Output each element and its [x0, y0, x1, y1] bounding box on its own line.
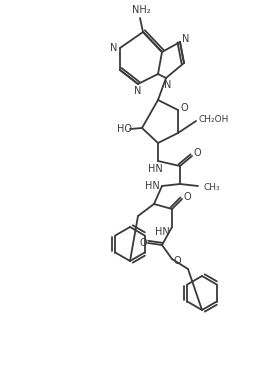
Text: HN: HN	[148, 164, 162, 174]
Text: CH₃: CH₃	[204, 184, 220, 193]
Text: N: N	[182, 34, 190, 44]
Text: N: N	[110, 43, 118, 53]
Text: NH₂: NH₂	[132, 5, 150, 15]
Text: HN: HN	[145, 181, 159, 191]
Text: O: O	[180, 103, 188, 113]
Text: HN: HN	[155, 227, 169, 237]
Text: O: O	[193, 148, 201, 158]
Text: N: N	[164, 80, 172, 90]
Text: HO: HO	[117, 124, 132, 134]
Text: O: O	[183, 192, 191, 202]
Text: CH₂OH: CH₂OH	[199, 115, 229, 124]
Text: O: O	[139, 238, 147, 248]
Text: N: N	[134, 86, 142, 96]
Text: O: O	[173, 256, 181, 266]
